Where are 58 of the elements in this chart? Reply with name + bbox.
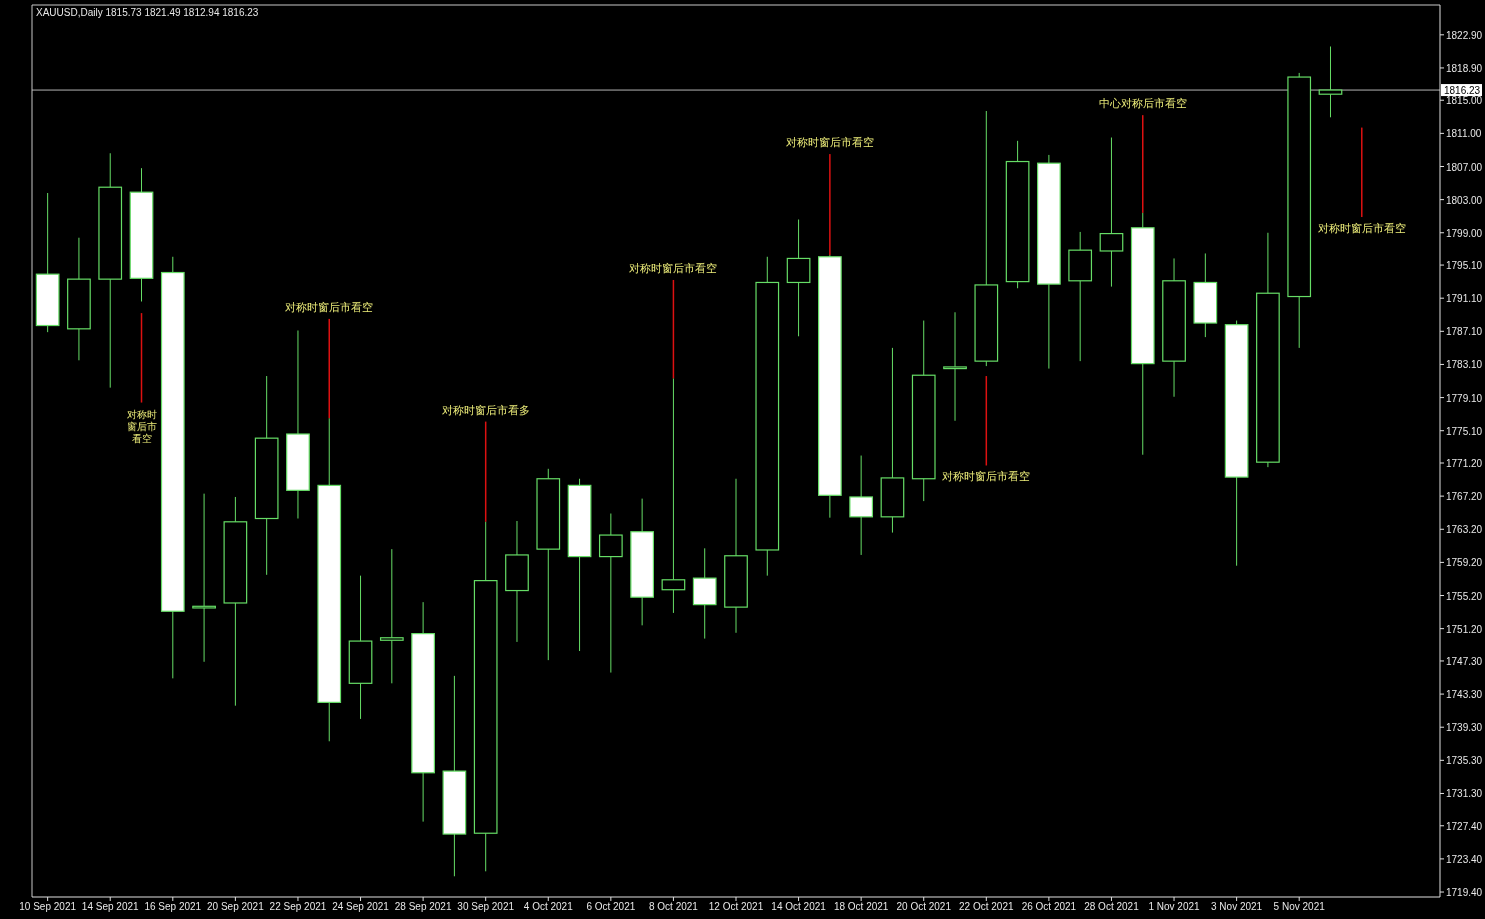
y-tick-label: 1719.40	[1446, 887, 1483, 899]
x-tick-label: 8 Oct 2021	[648, 901, 699, 912]
y-tick-label: 1723.40	[1446, 853, 1483, 865]
y-tick-label: 1795.10	[1446, 260, 1483, 272]
x-tick-label: 14 Oct 2021	[771, 901, 827, 912]
y-tick-label: 1803.00	[1446, 194, 1483, 206]
y-tick-label: 1807.00	[1446, 161, 1483, 173]
y-tick-label: 1735.30	[1446, 755, 1483, 767]
y-tick-label: 1822.90	[1446, 29, 1483, 41]
y-tick-label: 1799.00	[1446, 227, 1483, 239]
y-tick-label: 1771.20	[1446, 458, 1483, 470]
chart-title: XAUUSD,Daily 1815.73 1821.49 1812.94 1816.23	[36, 7, 259, 18]
y-tick-label: 1755.20	[1446, 590, 1483, 602]
x-tick-label: 22 Sep 2021	[269, 901, 327, 912]
y-tick-label: 1739.30	[1446, 722, 1483, 734]
y-tick-label: 1783.10	[1446, 359, 1483, 371]
x-tick-label: 12 Oct 2021	[708, 901, 764, 912]
x-tick-label: 16 Sep 2021	[144, 901, 202, 912]
data-label: 对称时窗后市看空	[942, 470, 1031, 483]
x-tick-label: 28 Oct 2021	[1084, 901, 1140, 912]
data-label: 对称时窗后市看多	[441, 403, 530, 416]
data-label: 对称时窗后市看空	[285, 300, 374, 313]
x-tick-label: 18 Oct 2021	[833, 901, 889, 912]
y-tick-label: 1775.10	[1446, 425, 1483, 437]
y-tick-label: 1743.30	[1446, 689, 1483, 701]
ref-line-label: 1816.23	[1444, 85, 1481, 97]
y-tick-label: 1747.30	[1446, 655, 1483, 667]
y-tick-label: 1727.40	[1446, 820, 1483, 832]
x-tick-label: 3 Nov 2021	[1211, 901, 1263, 912]
x-tick-label: 5 Nov 2021	[1273, 901, 1326, 912]
x-tick-label: 6 Oct 2021	[586, 901, 636, 912]
x-tick-label: 22 Oct 2021	[959, 901, 1014, 912]
data-label: 对称时窗后市看空	[629, 261, 718, 274]
y-tick-label: 1791.10	[1446, 293, 1483, 305]
x-tick-label: 24 Sep 2021	[332, 901, 390, 912]
x-tick-label: 14 Sep 2021	[81, 901, 140, 912]
y-tick-label: 1767.20	[1446, 491, 1483, 503]
y-tick-label: 1759.20	[1446, 557, 1483, 569]
data-label: 对称时窗后市看空	[785, 136, 874, 149]
data-label: 对称时窗后市看空	[126, 408, 157, 444]
y-tick-label: 1818.90	[1446, 62, 1483, 74]
data-label: 中心对称后市看空	[1098, 97, 1187, 110]
data-label: 对称时窗后市看空	[1317, 222, 1406, 235]
x-tick-label: 1 Nov 2021	[1148, 901, 1201, 912]
x-tick-label: 20 Sep 2021	[207, 901, 265, 912]
y-tick-label: 1779.10	[1446, 392, 1483, 404]
x-tick-label: 28 Sep 2021	[394, 901, 452, 912]
y-tick-label: 1751.20	[1446, 623, 1483, 635]
y-tick-label: 1811.00	[1446, 128, 1482, 140]
y-tick-label: 1731.30	[1446, 788, 1483, 800]
x-tick-label: 26 Oct 2021	[1021, 901, 1077, 912]
x-tick-label: 30 Sep 2021	[457, 901, 515, 912]
x-tick-label: 4 Oct 2021	[523, 901, 574, 912]
y-tick-label: 1787.10	[1446, 326, 1483, 338]
x-tick-label: 10 Sep 2021	[19, 901, 77, 912]
y-tick-label: 1815.00	[1446, 95, 1483, 107]
y-tick-label: 1763.20	[1446, 524, 1483, 536]
x-tick-label: 20 Oct 2021	[896, 901, 952, 912]
